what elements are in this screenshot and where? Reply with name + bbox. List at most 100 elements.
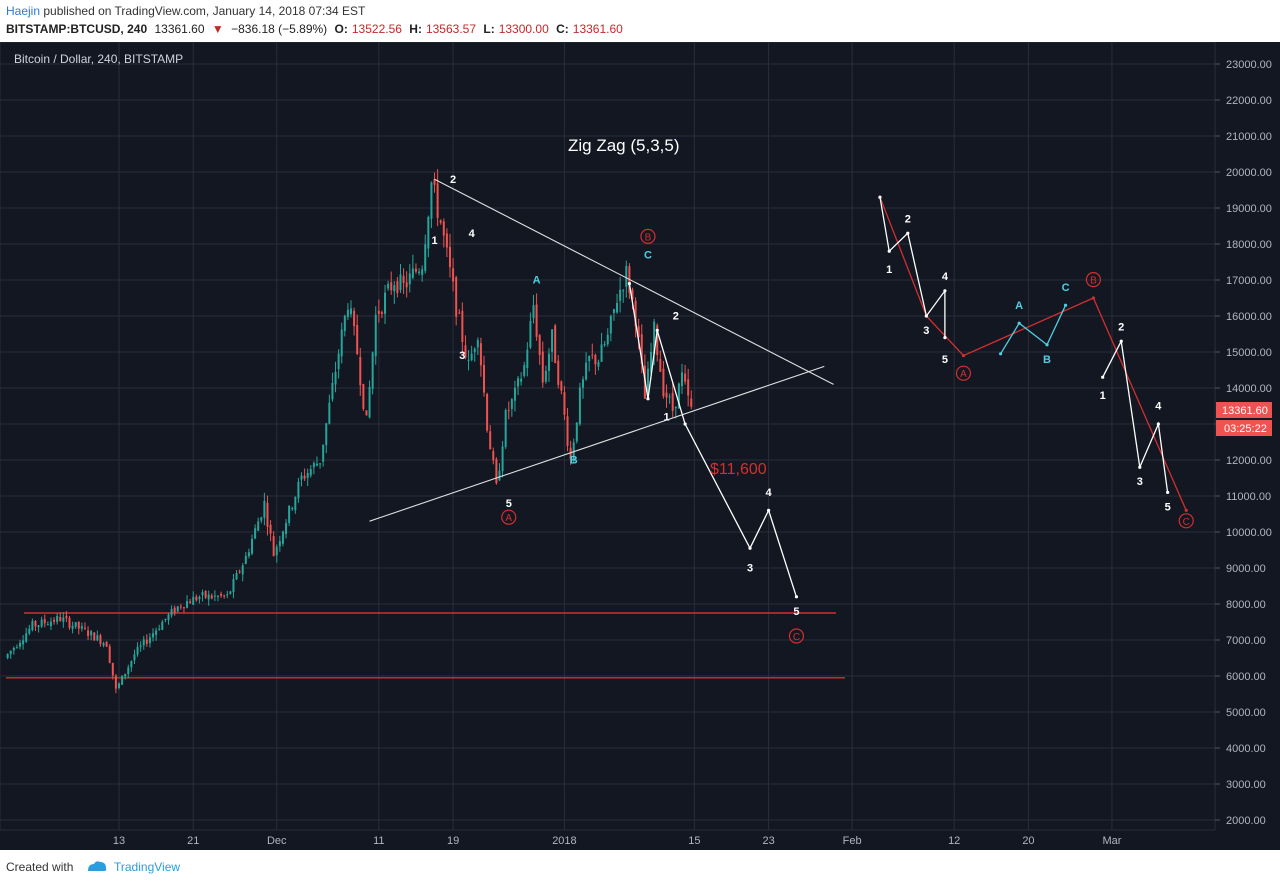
candle-body (176, 606, 179, 612)
candle-body (671, 392, 674, 411)
candle-body (582, 379, 584, 388)
candle-body (371, 352, 374, 389)
created-with-label: Created with (6, 860, 74, 874)
wave-label: C (793, 632, 800, 643)
candle-body (288, 505, 291, 523)
wave-label: A (505, 513, 512, 524)
resistance-trendline (434, 178, 834, 385)
red-projection-node (1091, 296, 1095, 300)
candle-body (687, 379, 690, 396)
candle-body (111, 662, 114, 676)
wave-label: 4 (942, 271, 949, 283)
publish-header: Haejin published on TradingView.com, Jan… (0, 0, 1280, 42)
candle-body (510, 399, 513, 409)
candle-body (118, 683, 120, 688)
wave-label: C (644, 249, 652, 261)
candle-body (365, 410, 368, 416)
y-tick-label: 19000.00 (1226, 203, 1272, 215)
wave-label: B (1043, 354, 1051, 366)
x-tick-label: Feb (843, 835, 862, 847)
candle-body (266, 502, 269, 527)
candle-body (597, 361, 600, 367)
candle-body (684, 373, 687, 382)
candle-body (405, 282, 408, 288)
author-link[interactable]: Haejin (6, 4, 41, 18)
candle-body (37, 625, 40, 627)
candle-body (501, 446, 504, 472)
wave-label: B (1090, 276, 1097, 287)
red-projection-node (1184, 508, 1188, 512)
candle-body (49, 621, 52, 627)
y-tick-label: 8000.00 (1226, 599, 1266, 611)
y-tick-label: 2000.00 (1226, 815, 1266, 827)
annotation-title: Zig Zag (5,3,5) (568, 136, 680, 155)
wave-label: 2 (1118, 321, 1124, 333)
candle-body (557, 360, 560, 385)
candle-body (158, 628, 161, 630)
wave-label: A (533, 275, 541, 287)
y-tick-label: 7000.00 (1226, 635, 1266, 647)
candle-body (272, 536, 275, 556)
candle-body (637, 326, 640, 338)
candle-body (492, 451, 495, 461)
candle-body (229, 591, 232, 594)
wave-label: 3 (459, 350, 465, 362)
support-trendline (369, 365, 825, 522)
candle-body (170, 609, 173, 616)
candle-body (161, 621, 164, 630)
plot-area[interactable] (0, 42, 1216, 831)
time-axis[interactable]: 13 21 Dec 11 19 2018 15 23 Feb 12 20 Mar (113, 835, 1122, 847)
candle-body (436, 183, 439, 218)
candle-body (563, 392, 566, 415)
candle-body (612, 309, 615, 314)
white-projection-right-2-node (1101, 375, 1105, 379)
candle-body (53, 619, 56, 622)
wave-label: 5 (942, 354, 948, 366)
candle-body (148, 637, 151, 644)
candle-body (362, 384, 365, 409)
candle-body (566, 416, 569, 446)
candle-body (498, 470, 501, 481)
candle-body (74, 622, 77, 627)
wave-label-circle (955, 365, 972, 381)
candle-body (285, 523, 288, 534)
candle-body (83, 627, 86, 629)
y-tick-label: 22000.00 (1226, 95, 1272, 107)
candle-body (80, 626, 83, 629)
candle-body (278, 541, 281, 547)
price-axis[interactable]: 23000.00 22000.00 21000.00 20000.00 19000.00… (1215, 59, 1272, 827)
wave-label-circle (1085, 272, 1102, 288)
wave-label: 4 (1155, 401, 1162, 413)
cyan-projection-right (1000, 304, 1067, 355)
tradingview-link[interactable]: TradingView (114, 860, 181, 874)
wave-label-circle (788, 628, 805, 644)
candle-body (25, 633, 28, 642)
white-projection-right-node (878, 195, 882, 199)
white-projection-right-node (924, 314, 928, 318)
white-projection-right-2-node (1156, 422, 1160, 426)
white-projection-right-node (906, 231, 910, 235)
high-label: H: (409, 22, 422, 36)
candle-body (399, 274, 402, 291)
candle-body (659, 359, 662, 372)
candle-body (606, 334, 609, 345)
candle-body (238, 571, 241, 573)
candle-body (179, 606, 182, 608)
candle-body (622, 290, 625, 292)
y-tick-label: 14000.00 (1226, 383, 1272, 395)
candle-body (476, 339, 479, 348)
candle-body (108, 646, 111, 663)
candle-body (504, 410, 507, 448)
candle-body (483, 364, 486, 393)
wave-label: 5 (793, 606, 799, 618)
candle-body (145, 639, 148, 644)
candle-body (464, 345, 467, 358)
y-tick-label: 4000.00 (1226, 743, 1266, 755)
wave-label: A (960, 369, 967, 380)
wave-label: 1 (431, 235, 437, 247)
candle-body (34, 620, 37, 627)
candle-body (195, 596, 198, 601)
candle-body (520, 378, 523, 382)
candle-body (90, 631, 93, 636)
